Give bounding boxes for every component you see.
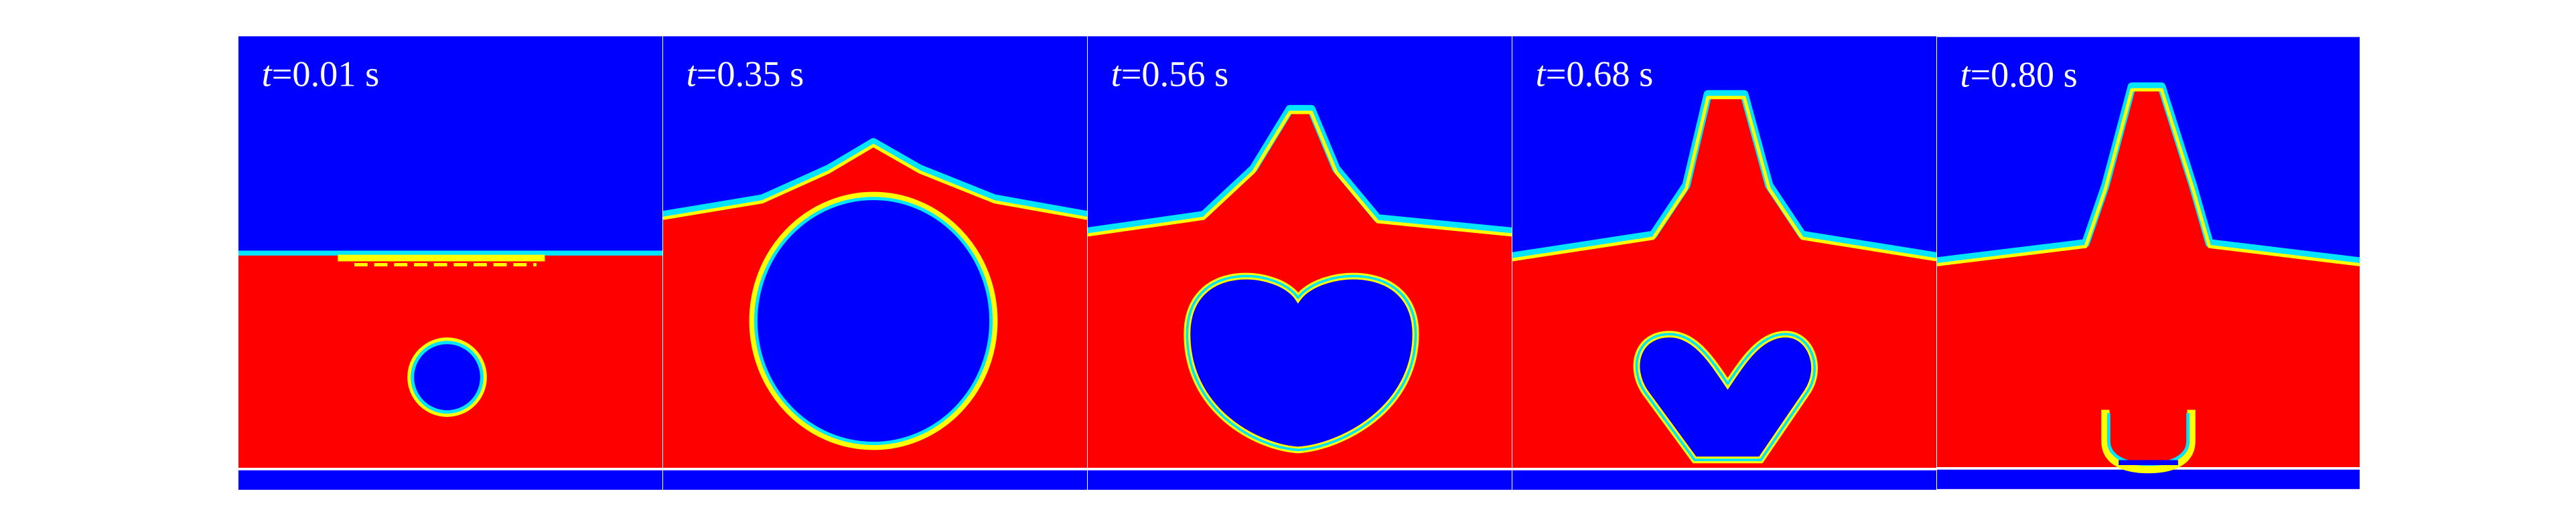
bubble [752,195,995,447]
bubble [411,341,484,414]
time-label: t=0.68 s [1536,54,1654,94]
label-part: =0.01 s [272,54,380,94]
panel: t=0.56 s [1088,36,1512,490]
bottom-layer [238,470,662,490]
liquid-phase [1937,86,2360,470]
bottom-layer [1088,470,1512,490]
interface [1088,110,1512,237]
interface [1937,88,2360,266]
label-part: t [687,54,698,94]
time-label: t=0.01 s [262,54,380,94]
label-part: t [1960,54,1972,94]
bottom-layer [1512,470,1936,490]
panel: t=0.01 s [238,36,662,490]
label-part: t [1111,54,1123,94]
label-part: =0.68 s [1546,54,1654,94]
label-part: =0.35 s [697,54,804,94]
time-label: t=0.35 s [687,54,804,94]
interface [1088,104,1512,236]
interface [663,143,1087,220]
label-part: =0.80 s [1971,54,2078,94]
interface [1512,90,1936,261]
time-label: t=0.80 s [1960,54,2078,94]
bubble-edge [754,197,993,445]
bubble-edge [2101,410,2196,474]
panel: t=0.80 s [1937,37,2360,489]
panel: t=0.68 s [1512,36,1936,490]
label-part: t [262,54,273,94]
label-part: =0.56 s [1121,54,1229,94]
bottom-layer [663,470,1087,490]
label-part: t [1536,54,1547,94]
panel: t=0.35 s [663,36,1087,490]
interface [1512,96,1936,262]
bubble-edge [1635,333,1816,462]
bubble-edge [411,341,484,414]
bubble-edge [1186,274,1417,452]
liquid-phase [1512,94,1936,470]
bubble-edge [749,191,998,450]
time-label: t=0.56 s [1111,54,1229,94]
interface [663,138,1087,220]
